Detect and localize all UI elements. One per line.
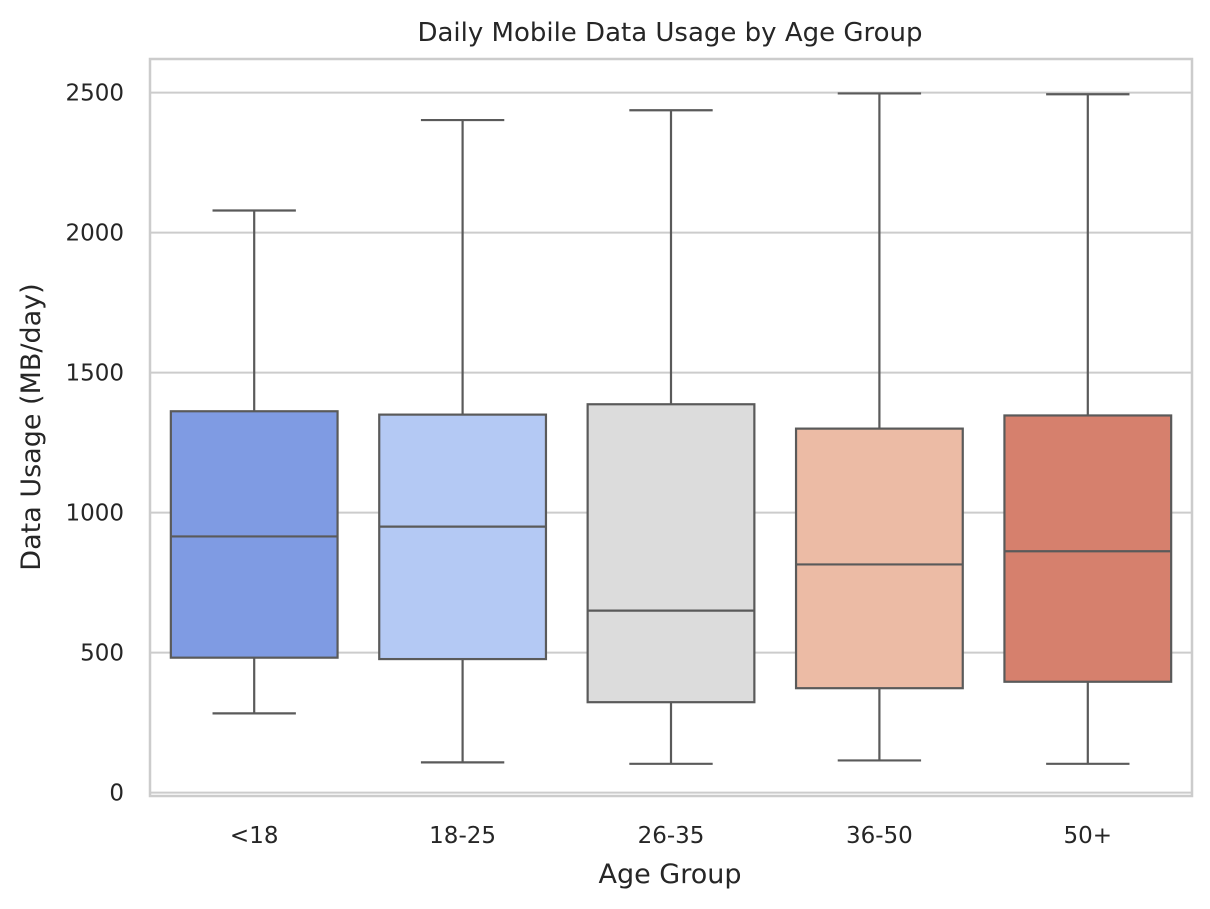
x-tick-label-3: 26-35 bbox=[638, 823, 705, 849]
x-tick-label-1: <18 bbox=[230, 823, 279, 849]
box-group-3 bbox=[586, 109, 756, 765]
box-group-1 bbox=[169, 209, 339, 715]
iqr-box bbox=[378, 413, 548, 661]
y-tick-label-1000: 1000 bbox=[65, 501, 124, 527]
x-axis-label: Age Group bbox=[598, 859, 741, 890]
box-group-5 bbox=[1003, 93, 1173, 765]
y-tick-label-0: 0 bbox=[109, 781, 124, 807]
chart-title: Daily Mobile Data Usage by Age Group bbox=[417, 18, 922, 48]
x-tick-label-2: 18-25 bbox=[429, 823, 496, 849]
iqr-box bbox=[586, 403, 756, 704]
iqr-box bbox=[794, 427, 964, 690]
iqr-box bbox=[1003, 414, 1173, 683]
x-tick-labels: <18 18-25 26-35 36-50 50+ bbox=[230, 823, 1112, 849]
y-tick-label-2500: 2500 bbox=[65, 81, 124, 107]
box-group-4 bbox=[794, 92, 964, 762]
y-tick-label-500: 500 bbox=[80, 641, 124, 667]
boxes bbox=[169, 92, 1173, 765]
y-tick-label-1500: 1500 bbox=[65, 361, 124, 387]
box-group-2 bbox=[378, 118, 548, 764]
x-tick-label-4: 36-50 bbox=[846, 823, 913, 849]
y-tick-labels: 0 500 1000 1500 2000 2500 bbox=[65, 81, 124, 807]
x-tick-label-5: 50+ bbox=[1064, 823, 1113, 849]
plot-frame bbox=[148, 57, 1194, 798]
iqr-box bbox=[169, 410, 339, 659]
y-tick-label-2000: 2000 bbox=[65, 221, 124, 247]
y-axis-label: Data Usage (MB/day) bbox=[16, 283, 47, 570]
